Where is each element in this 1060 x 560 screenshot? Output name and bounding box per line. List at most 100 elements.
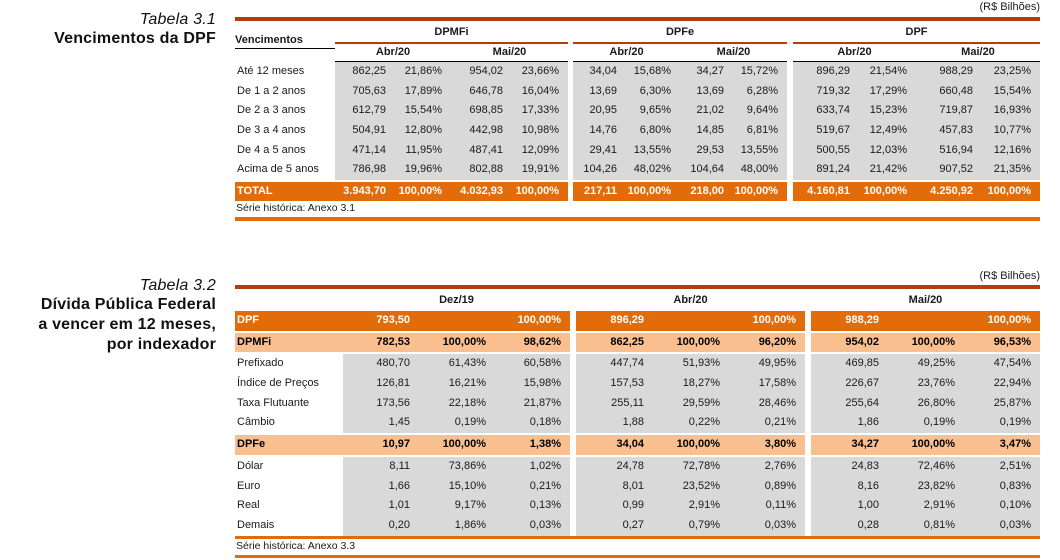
table2-footnote: Série histórica: Anexo 3.3 bbox=[236, 539, 356, 552]
table-row-de-1-a-2-anos: De 1 a 2 anos 705,63 17,89% 646,78 16,04% 13,… bbox=[235, 81, 1040, 102]
column-gap bbox=[570, 435, 576, 455]
value-cell: 100,00% bbox=[729, 311, 805, 331]
value-cell: 21,87% bbox=[495, 393, 570, 414]
value-cell: 13,69 bbox=[573, 81, 626, 102]
table2-period-abr20: Abr/20 bbox=[673, 294, 708, 306]
column-gap bbox=[805, 435, 811, 455]
value-cell: 226,67 bbox=[811, 374, 888, 394]
value-cell: 157,53 bbox=[576, 374, 653, 394]
row-label: Prefixado bbox=[237, 357, 284, 370]
value-cell: 0,20 bbox=[343, 515, 419, 536]
value-cell: 15,54% bbox=[395, 101, 451, 122]
table1-footnote: Série histórica: Anexo 3.1 bbox=[236, 201, 356, 214]
row-label: TOTAL bbox=[235, 182, 335, 201]
value-cell: 633,74 bbox=[793, 101, 859, 122]
value-cell: 104,64 bbox=[680, 160, 733, 181]
column-gap bbox=[570, 311, 576, 331]
value-cell: 487,41 bbox=[451, 140, 512, 161]
value-cell: 60,58% bbox=[495, 354, 570, 375]
value-cell: 48,00% bbox=[733, 160, 787, 181]
value-cell: 15,10% bbox=[419, 476, 495, 497]
value-cell: 73,86% bbox=[419, 456, 495, 477]
value-cell: 100,00% bbox=[495, 311, 570, 331]
value-cell: 100,00% bbox=[512, 182, 568, 201]
value-cell: 862,25 bbox=[576, 332, 653, 353]
column-gap bbox=[568, 62, 573, 82]
row-label: Demais bbox=[237, 518, 275, 531]
value-cell: 14,76 bbox=[573, 121, 626, 141]
value-cell: 447,74 bbox=[576, 354, 653, 375]
value-cell: 0,19% bbox=[888, 413, 964, 434]
table2-caption: Tabela 3.2 bbox=[139, 277, 216, 294]
value-cell: 1,88 bbox=[576, 413, 653, 434]
table2-header: Dez/19 Abr/20 Mai/20 bbox=[235, 289, 1040, 309]
column-gap bbox=[805, 456, 811, 477]
table2-title-block: Tabela 3.2 Dívida Pública Federal a venc… bbox=[0, 276, 216, 355]
value-cell: 0,11% bbox=[729, 496, 805, 516]
column-gap bbox=[805, 496, 811, 516]
column-gap bbox=[805, 311, 811, 331]
value-cell: 802,88 bbox=[451, 160, 512, 181]
value-cell: 28,46% bbox=[729, 393, 805, 414]
value-cell: 13,69 bbox=[680, 81, 733, 102]
table1: Vencimentos DPMFi DPFe DPF Abr/20 Mai/20… bbox=[235, 17, 1040, 221]
row-label: Real bbox=[237, 499, 260, 512]
column-gap bbox=[805, 374, 811, 394]
value-cell: 21,54% bbox=[859, 62, 916, 82]
table1-title: Vencimentos da DPF bbox=[54, 30, 216, 47]
value-cell: 104,26 bbox=[573, 160, 626, 181]
value-cell: 0,83% bbox=[964, 476, 1040, 497]
value-cell: 12,03% bbox=[859, 140, 916, 161]
value-cell: 4.160,81 bbox=[793, 182, 859, 201]
value-cell: 896,29 bbox=[576, 311, 653, 331]
value-cell bbox=[653, 311, 729, 331]
value-cell: 705,63 bbox=[335, 81, 395, 102]
table-row-dpmfi: DPMFi 782,53 100,00% 98,62% 862,25 100,00% 96,… bbox=[235, 332, 1040, 353]
table-row-euro: Euro 1,66 15,10% 0,21% 8,01 23,52% 0,89% 8,16 23… bbox=[235, 476, 1040, 497]
table1-row-header-cell: Vencimentos bbox=[235, 21, 335, 62]
table1-month-header: Abr/20 bbox=[335, 44, 451, 62]
table1-month-header: Mai/20 bbox=[451, 44, 568, 62]
value-cell: 500,55 bbox=[793, 140, 859, 161]
value-cell: 23,66% bbox=[512, 62, 568, 82]
value-cell: 0,28 bbox=[811, 515, 888, 536]
value-cell: 12,16% bbox=[982, 140, 1040, 161]
value-cell: 23,25% bbox=[982, 62, 1040, 82]
value-cell: 100,00% bbox=[964, 311, 1040, 331]
column-gap bbox=[787, 140, 793, 161]
table-row-de-2-a-3-anos: De 2 a 3 anos 612,79 15,54% 698,85 17,33% 20,… bbox=[235, 101, 1040, 122]
column-gap bbox=[568, 182, 573, 201]
value-cell: 49,25% bbox=[888, 354, 964, 375]
value-cell: 3,47% bbox=[964, 435, 1040, 455]
row-label: Até 12 meses bbox=[237, 65, 305, 77]
column-gap bbox=[570, 354, 576, 375]
row-label: DPMFi bbox=[235, 332, 343, 353]
value-cell: 786,98 bbox=[335, 160, 395, 181]
value-cell: 1,45 bbox=[343, 413, 419, 434]
value-cell: 2,76% bbox=[729, 456, 805, 477]
value-cell: 4.250,92 bbox=[916, 182, 982, 201]
value-cell: 0,10% bbox=[964, 496, 1040, 516]
value-cell: 100,00% bbox=[419, 332, 495, 353]
row-label: DPF bbox=[235, 311, 343, 331]
value-cell: 698,85 bbox=[451, 101, 512, 122]
table1-group-dpf: DPF bbox=[793, 21, 1040, 44]
table-row-indice-de-precos: Índice de Preços 126,81 16,21% 15,98% 157,53… bbox=[235, 374, 1040, 394]
value-cell: 891,24 bbox=[793, 160, 859, 181]
value-cell: 72,78% bbox=[653, 456, 729, 477]
value-cell: 19,91% bbox=[512, 160, 568, 181]
value-cell: 15,68% bbox=[626, 62, 680, 82]
value-cell: 15,54% bbox=[982, 81, 1040, 102]
value-cell: 8,11 bbox=[343, 456, 419, 477]
value-cell: 988,29 bbox=[811, 311, 888, 331]
table1-group-dpmfi: DPMFi bbox=[335, 21, 568, 44]
value-cell: 9,64% bbox=[733, 101, 787, 122]
value-cell: 20,95 bbox=[573, 101, 626, 122]
column-gap bbox=[805, 515, 811, 536]
table1-body: Até 12 meses 862,25 21,86% 954,02 23,66% 34,0… bbox=[235, 62, 1040, 201]
row-label: Índice de Preços bbox=[237, 377, 319, 390]
value-cell: 719,87 bbox=[916, 101, 982, 122]
value-cell: 23,82% bbox=[888, 476, 964, 497]
value-cell: 6,30% bbox=[626, 81, 680, 102]
value-cell: 100,00% bbox=[653, 435, 729, 455]
